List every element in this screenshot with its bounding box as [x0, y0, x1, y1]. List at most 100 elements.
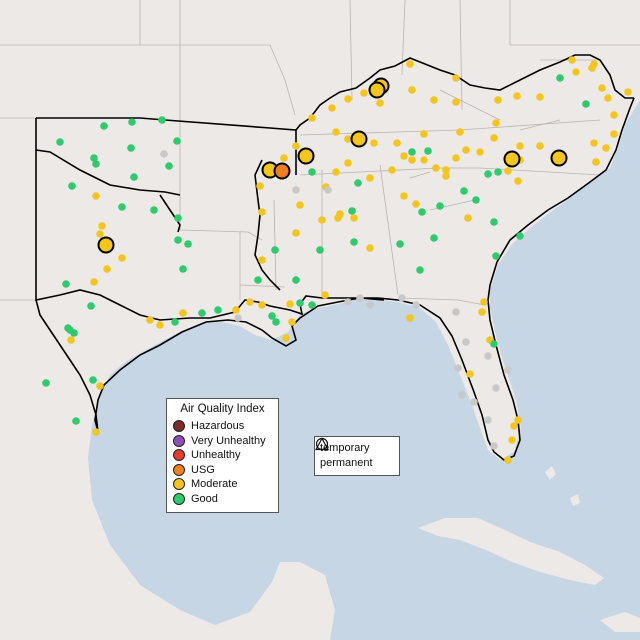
sensor-point[interactable] — [98, 222, 106, 230]
sensor-point[interactable] — [478, 308, 486, 316]
sensor-point[interactable] — [232, 306, 240, 314]
sensor-point[interactable] — [472, 196, 480, 204]
sensor-point[interactable] — [146, 316, 154, 324]
sensor-point[interactable] — [388, 166, 396, 174]
sensor-point[interactable] — [424, 147, 432, 155]
sensor-point[interactable] — [582, 100, 590, 108]
sensor-point[interactable] — [366, 301, 374, 309]
sensor-point[interactable] — [398, 294, 406, 302]
sensor-point[interactable] — [494, 168, 502, 176]
sensor-point[interactable] — [452, 154, 460, 162]
sensor-point[interactable] — [466, 370, 474, 378]
sensor-point[interactable] — [96, 230, 104, 238]
sensor-point[interactable] — [406, 314, 414, 322]
sensor-point[interactable] — [258, 208, 266, 216]
sensor-point[interactable] — [432, 164, 440, 172]
sensor-point[interactable] — [452, 98, 460, 106]
sensor-point[interactable] — [454, 364, 462, 372]
sensor-point[interactable] — [504, 366, 512, 374]
sensor-points-large[interactable] — [97, 77, 568, 254]
sensor-point[interactable] — [572, 68, 580, 76]
sensor-point[interactable] — [268, 312, 276, 320]
sensor-point[interactable] — [336, 210, 344, 218]
sensor-point[interactable] — [602, 144, 610, 152]
sensor-point[interactable] — [179, 265, 187, 273]
sensor-point[interactable] — [418, 208, 426, 216]
temporary-monitor-point[interactable] — [273, 162, 291, 180]
sensor-point[interactable] — [590, 139, 598, 147]
sensor-point[interactable] — [442, 172, 450, 180]
sensor-point[interactable] — [492, 119, 500, 127]
sensor-point[interactable] — [366, 174, 374, 182]
sensor-point[interactable] — [400, 192, 408, 200]
sensor-point[interactable] — [376, 99, 384, 107]
sensor-point[interactable] — [256, 182, 264, 190]
sensor-point[interactable] — [416, 266, 424, 274]
sensor-point[interactable] — [318, 216, 326, 224]
sensor-point[interactable] — [292, 276, 300, 284]
sensor-point[interactable] — [234, 314, 242, 322]
sensor-point[interactable] — [92, 192, 100, 200]
sensor-point[interactable] — [480, 298, 488, 306]
sensor-point[interactable] — [308, 301, 316, 309]
sensor-point[interactable] — [292, 186, 300, 194]
sensor-point[interactable] — [420, 130, 428, 138]
sensor-point[interactable] — [280, 154, 288, 162]
sensor-point[interactable] — [92, 160, 100, 168]
sensor-point[interactable] — [366, 244, 374, 252]
sensor-point[interactable] — [272, 318, 280, 326]
sensor-point[interactable] — [476, 148, 484, 156]
sensor-point[interactable] — [412, 200, 420, 208]
sensor-point[interactable] — [396, 240, 404, 248]
sensor-point[interactable] — [494, 96, 502, 104]
sensor-point[interactable] — [344, 159, 352, 167]
sensor-point[interactable] — [328, 104, 336, 112]
sensor-point[interactable] — [514, 416, 522, 424]
sensor-point[interactable] — [490, 340, 498, 348]
sensor-point[interactable] — [484, 352, 492, 360]
sensor-point[interactable] — [173, 137, 181, 145]
sensor-point[interactable] — [408, 148, 416, 156]
sensor-point[interactable] — [420, 156, 428, 164]
sensor-point[interactable] — [536, 93, 544, 101]
sensor-point[interactable] — [568, 56, 576, 64]
sensor-point[interactable] — [610, 130, 618, 138]
sensor-point[interactable] — [470, 398, 478, 406]
sensor-point[interactable] — [184, 240, 192, 248]
sensor-point[interactable] — [160, 150, 168, 158]
sensor-point[interactable] — [308, 168, 316, 176]
sensor-point[interactable] — [556, 74, 564, 82]
sensor-point[interactable] — [408, 86, 416, 94]
sensor-point[interactable] — [516, 142, 524, 150]
temporary-monitor-point[interactable] — [97, 236, 115, 254]
sensor-point[interactable] — [360, 89, 368, 97]
sensor-point[interactable] — [370, 139, 378, 147]
sensor-point[interactable] — [344, 95, 352, 103]
sensor-point[interactable] — [118, 203, 126, 211]
sensor-point[interactable] — [356, 294, 364, 302]
sensor-point[interactable] — [400, 152, 408, 160]
sensor-point[interactable] — [462, 146, 470, 154]
sensor-point[interactable] — [332, 128, 340, 136]
sensor-point[interactable] — [254, 276, 262, 284]
sensor-point[interactable] — [408, 156, 416, 164]
sensor-point[interactable] — [258, 301, 266, 309]
sensor-point[interactable] — [490, 134, 498, 142]
sensor-point[interactable] — [198, 309, 206, 317]
sensor-point[interactable] — [292, 142, 300, 150]
temporary-monitor-point[interactable] — [550, 149, 568, 167]
temporary-monitor-point[interactable] — [297, 147, 315, 165]
sensor-point[interactable] — [92, 428, 100, 436]
sensor-point[interactable] — [174, 236, 182, 244]
sensor-point[interactable] — [610, 111, 618, 119]
sensor-point[interactable] — [67, 336, 75, 344]
sensor-point[interactable] — [171, 318, 179, 326]
sensor-point[interactable] — [430, 96, 438, 104]
sensor-point[interactable] — [286, 300, 294, 308]
sensor-point[interactable] — [288, 318, 296, 326]
sensor-point[interactable] — [150, 206, 158, 214]
sensor-point[interactable] — [590, 60, 598, 68]
sensor-point[interactable] — [350, 214, 358, 222]
sensor-point[interactable] — [316, 246, 324, 254]
